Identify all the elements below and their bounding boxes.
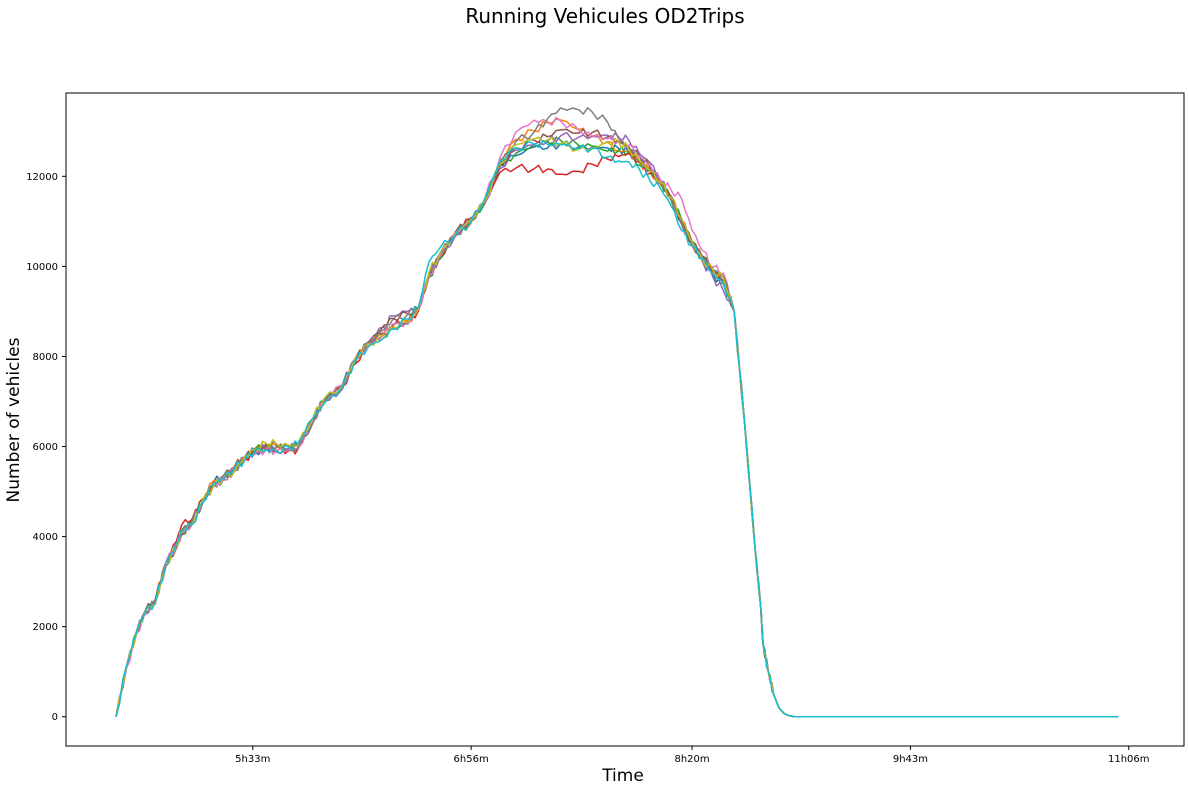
series-line-8 xyxy=(115,107,1119,718)
x-tick-label: 6h56m xyxy=(454,754,489,765)
series-line-3 xyxy=(115,136,1119,718)
plot-frame xyxy=(65,92,1185,747)
x-axis-label: Time xyxy=(601,766,644,786)
y-tick-label: 6000 xyxy=(33,442,58,453)
y-tick-label: 8000 xyxy=(33,352,58,363)
y-tick-label: 0 xyxy=(52,712,58,723)
x-tick-label: 11h06m xyxy=(1108,754,1150,765)
y-tick-label: 4000 xyxy=(33,532,58,543)
x-tick-label: 5h33m xyxy=(235,754,270,765)
x-tick-label: 9h43m xyxy=(893,754,928,765)
y-tick-label: 10000 xyxy=(26,262,58,273)
series-layer xyxy=(115,107,1119,718)
series-line-4 xyxy=(115,152,1119,718)
y-axis-label: Number of vehicles xyxy=(4,337,24,502)
x-tick-label: 8h20m xyxy=(674,754,709,765)
y-tick-label: 2000 xyxy=(33,622,58,633)
series-line-2 xyxy=(115,118,1119,718)
series-line-9 xyxy=(115,136,1119,718)
y-tick-label: 12000 xyxy=(26,172,58,183)
y-axis-ticks: 0 2000 4000 6000 8000 10000 12000 xyxy=(26,172,66,723)
series-line-1 xyxy=(115,140,1119,718)
series-line-5 xyxy=(115,131,1119,718)
chart-title: Running Vehicules OD2Trips xyxy=(465,4,745,28)
series-line-7 xyxy=(115,116,1119,718)
x-axis-ticks: 5h33m 6h56m 8h20m 9h43m 11h06m xyxy=(235,746,1150,765)
series-line-6 xyxy=(115,128,1119,718)
series-line-10 xyxy=(115,139,1119,718)
